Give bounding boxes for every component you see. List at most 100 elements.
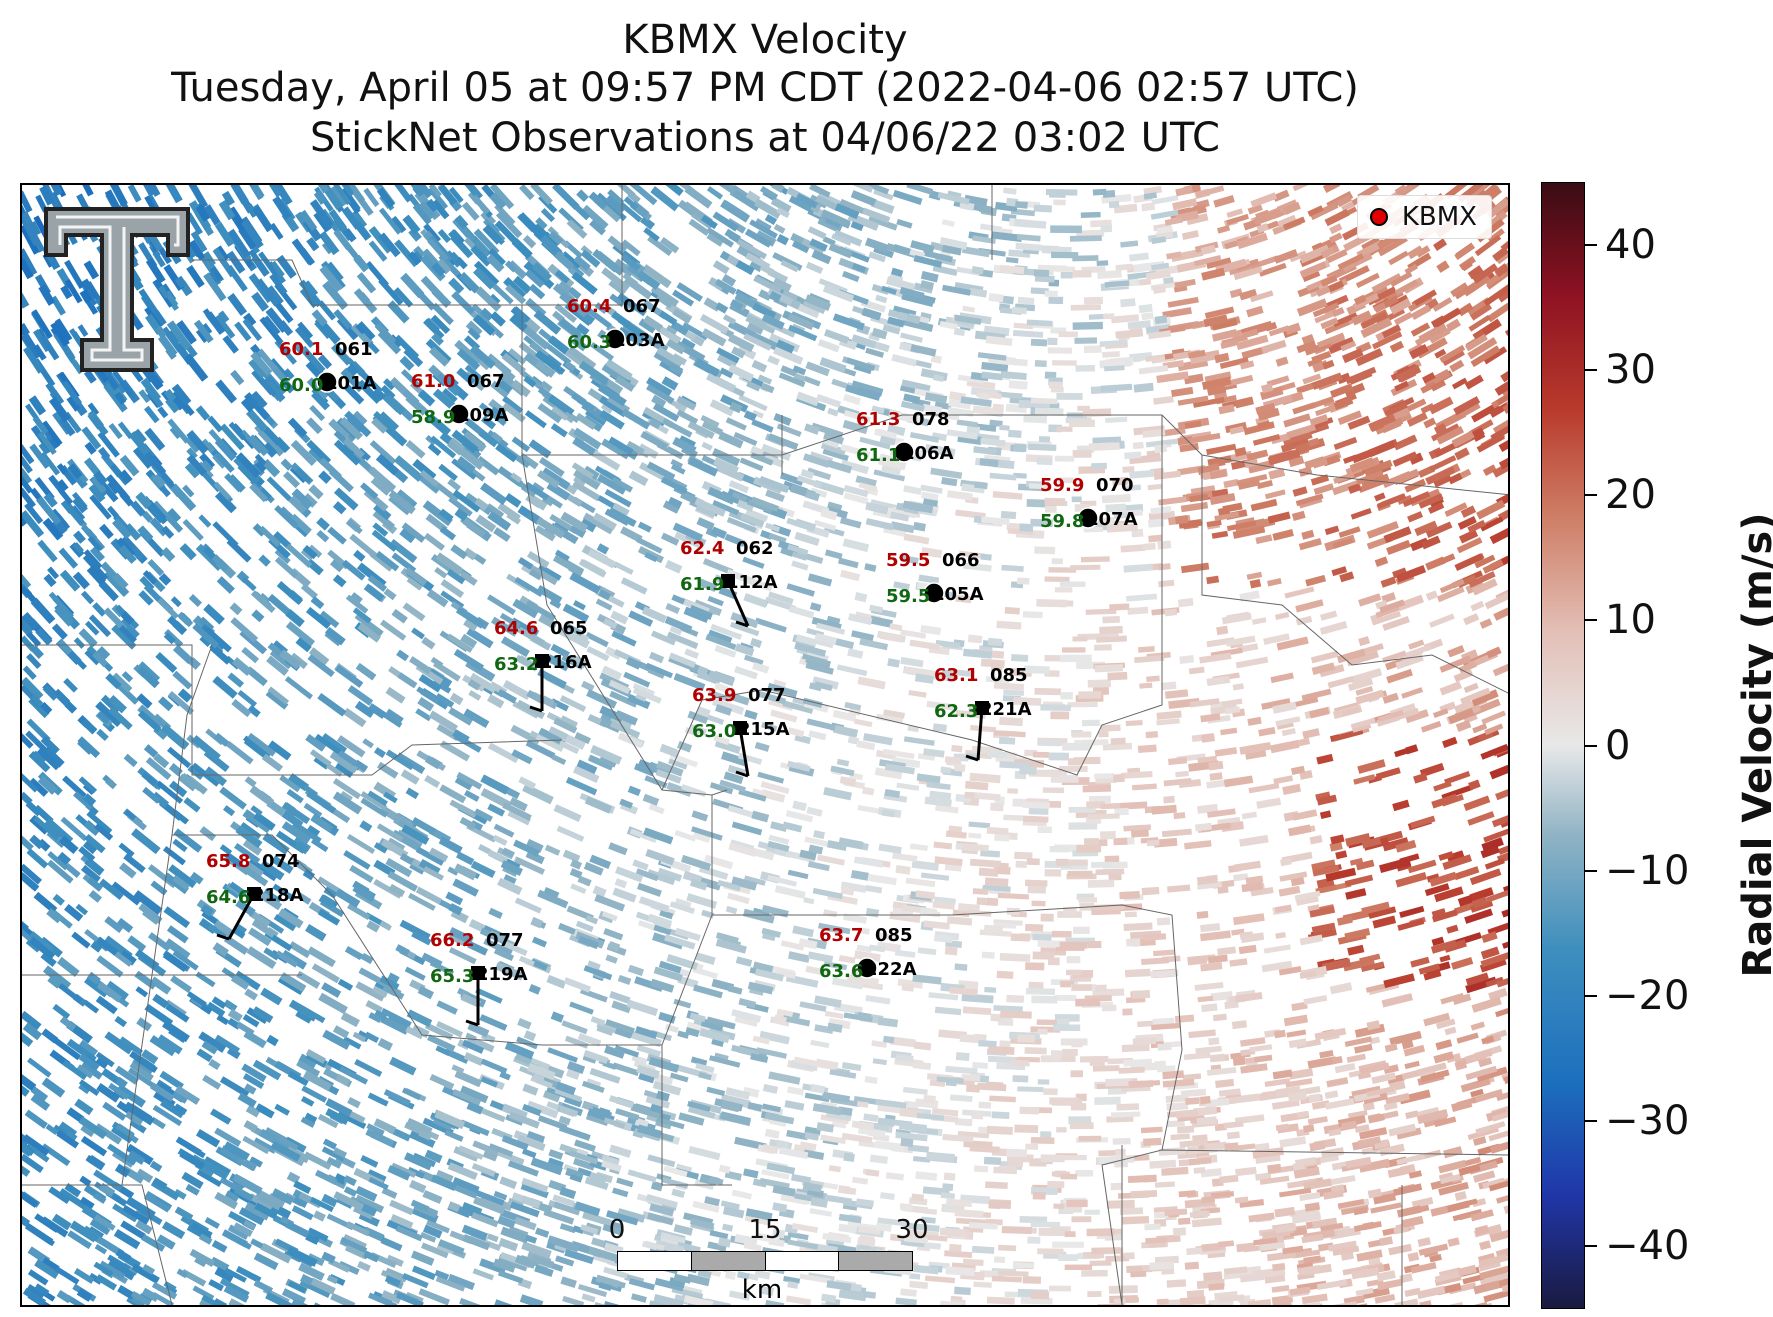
scale-label-0: 0 [608, 1215, 626, 1245]
station-id: 101A [325, 373, 377, 394]
station-wind-direction: 061 [335, 339, 373, 360]
station-wind-direction: 067 [467, 371, 505, 392]
station-temperature: 61.3 [856, 409, 901, 430]
station-temperature: 63.7 [819, 925, 864, 946]
station-marker-107A[interactable] [1077, 507, 1099, 529]
colorbar-tick-label: 30 [1605, 346, 1656, 393]
scale-bar: 0 15 30 km [608, 1215, 929, 1305]
colorbar-label: Radial Velocity (m/s) [1735, 512, 1773, 978]
station-temperature: 63.9 [692, 685, 737, 706]
wind-barb-216A [529, 661, 544, 713]
station-dewpoint: 63.6 [819, 961, 864, 982]
station-temperature: 64.6 [494, 618, 539, 639]
colorbar-tick [1585, 243, 1597, 246]
station-marker-106A[interactable] [893, 441, 915, 463]
station-wind-direction: 074 [262, 851, 300, 872]
station-marker-101A[interactable] [316, 371, 338, 393]
county-boundaries [22, 185, 1508, 1305]
wind-barb-112A [726, 580, 750, 628]
station-dewpoint: 60.0 [279, 375, 324, 396]
radar-velocity-field [22, 185, 1508, 1305]
scale-label-15: 15 [748, 1215, 782, 1245]
kbmx-radar-marker-icon [1369, 208, 1388, 226]
colorbar-tick-label: −30 [1605, 1098, 1690, 1145]
station-dewpoint: 58.9 [411, 407, 456, 428]
station-temperature: 66.2 [430, 930, 475, 951]
colorbar-tick-label: −10 [1605, 847, 1690, 894]
wind-barb-219A [465, 973, 480, 1027]
colorbar-tick-label: −20 [1605, 972, 1690, 1019]
station-dewpoint: 60.3 [567, 332, 612, 353]
map-legend: KBMX [1356, 195, 1492, 239]
station-wind-direction: 070 [1096, 475, 1134, 496]
station-dewpoint: 59.5 [886, 586, 931, 607]
station-dewpoint: 63.0 [692, 721, 737, 742]
station-dewpoint: 61.1 [856, 445, 901, 466]
colorbar-tick [1585, 869, 1597, 872]
sticknet-observations [216, 328, 1099, 1027]
station-id: 216A [540, 652, 592, 673]
colorbar-tick [1585, 1245, 1597, 1248]
wind-barb-218A [216, 893, 256, 941]
station-wind-direction: 065 [550, 618, 588, 639]
station-id: 215A [738, 719, 790, 740]
station-marker-222A[interactable] [856, 957, 878, 979]
station-temperature: 61.0 [411, 371, 456, 392]
title-line-2: Tuesday, April 05 at 09:57 PM CDT (2022-… [171, 65, 1359, 111]
station-marker-103A[interactable] [604, 328, 626, 350]
colorbar-tick-label: 0 [1605, 722, 1631, 769]
station-id: 218A [252, 885, 304, 906]
colorbar-tick [1585, 619, 1597, 622]
wind-barb-221A [965, 707, 984, 762]
station-id: 112A [726, 572, 778, 593]
colorbar-tick-label: 10 [1605, 597, 1656, 644]
station-wind-direction: 067 [623, 296, 661, 317]
station-id: 222A [865, 959, 917, 980]
station-id: 107A [1086, 509, 1138, 530]
colorbar-tick-label: −40 [1605, 1223, 1690, 1270]
colorbar-tick-label: 40 [1605, 221, 1656, 268]
station-wind-direction: 077 [748, 685, 786, 706]
station-temperature: 60.1 [279, 339, 324, 360]
station-temperature: 62.4 [680, 538, 725, 559]
station-wind-direction: 078 [912, 409, 950, 430]
scale-unit: km [741, 1275, 783, 1305]
velocity-map[interactable]: 60.1 061 60.0 101A 61.0 067 58.9 109A 60.4 067 60.… [20, 183, 1510, 1307]
station-wind-direction: 085 [990, 665, 1028, 686]
colorbar-tick [1585, 744, 1597, 747]
station-marker-105A[interactable] [923, 582, 945, 604]
station-marker-109A[interactable] [448, 403, 470, 425]
station-wind-direction: 066 [942, 550, 980, 571]
station-id: 221A [980, 699, 1032, 720]
double-t-logo [42, 205, 192, 375]
station-id: 106A [902, 443, 954, 464]
title-line-1: KBMX Velocity [622, 17, 908, 63]
colorbar-tick [1585, 1120, 1597, 1123]
colorbar-tick [1585, 994, 1597, 997]
station-dewpoint: 61.9 [680, 574, 725, 595]
station-wind-direction: 077 [486, 930, 524, 951]
station-dewpoint: 62.3 [934, 701, 979, 722]
title-line-3: StickNet Observations at 04/06/22 03:02 … [310, 115, 1220, 161]
colorbar-tick-label: 20 [1605, 472, 1656, 519]
station-temperature: 59.9 [1040, 475, 1085, 496]
wind-barb-215A [735, 727, 750, 778]
station-temperature: 63.1 [934, 665, 979, 686]
station-id: 105A [932, 584, 984, 605]
legend-label: KBMX [1401, 202, 1477, 232]
station-wind-direction: 085 [875, 925, 913, 946]
station-dewpoint: 63.2 [494, 654, 539, 675]
station-temperature: 60.4 [567, 296, 612, 317]
station-id: 109A [457, 405, 509, 426]
station-id: 219A [476, 964, 528, 985]
station-dewpoint: 64.6 [206, 887, 251, 908]
station-temperature: 65.8 [206, 851, 251, 872]
station-id: 103A [613, 330, 665, 351]
station-wind-direction: 062 [736, 538, 774, 559]
station-dewpoint: 59.8 [1040, 511, 1085, 532]
colorbar-tick [1585, 494, 1597, 497]
station-temperature: 59.5 [886, 550, 931, 571]
scale-label-30: 30 [895, 1215, 929, 1245]
colorbar [1541, 182, 1585, 1309]
colorbar-tick [1585, 368, 1597, 371]
